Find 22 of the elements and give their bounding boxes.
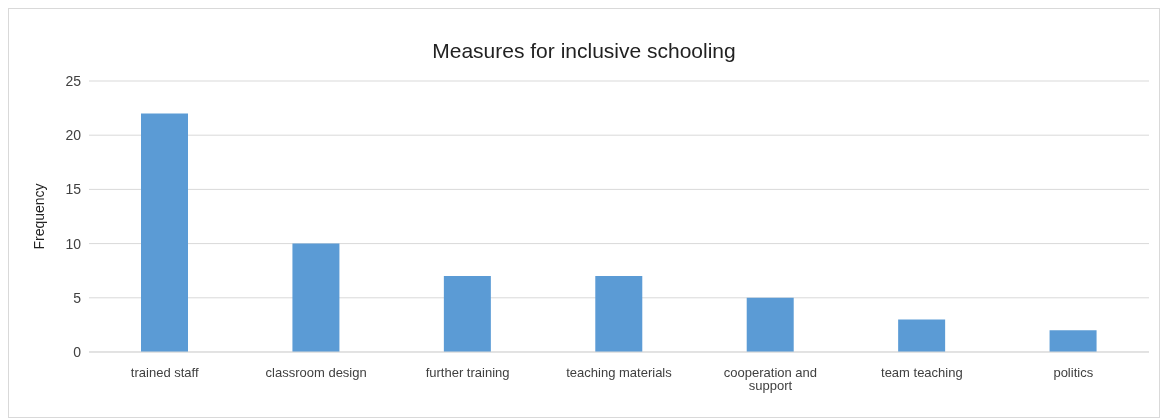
x-tick-label: trained staff	[130, 365, 199, 381]
bar	[292, 243, 340, 352]
x-tick-label: politics	[1053, 365, 1094, 381]
y-axis-title: Frequency	[30, 183, 47, 250]
x-tick-label: team teaching	[881, 365, 963, 381]
y-tick-label: 5	[73, 289, 82, 306]
x-tick-label: further training	[425, 365, 510, 381]
chart-title: Measures for inclusive schooling	[431, 39, 737, 63]
bar	[746, 297, 794, 352]
bar	[443, 276, 491, 352]
y-tick-label: 25	[65, 72, 82, 89]
bar	[595, 276, 643, 352]
bar	[898, 319, 946, 352]
y-tick-label: 0	[73, 343, 82, 360]
bar	[141, 113, 188, 352]
x-tick-label: cooperation and support	[723, 365, 818, 394]
bar	[1049, 330, 1097, 352]
y-tick-label: 20	[65, 127, 82, 144]
x-tick-label: teaching materials	[566, 365, 673, 381]
x-tick-label: classroom design	[265, 365, 367, 381]
y-tick-label: 10	[65, 235, 82, 252]
y-tick-label: 15	[65, 181, 82, 198]
